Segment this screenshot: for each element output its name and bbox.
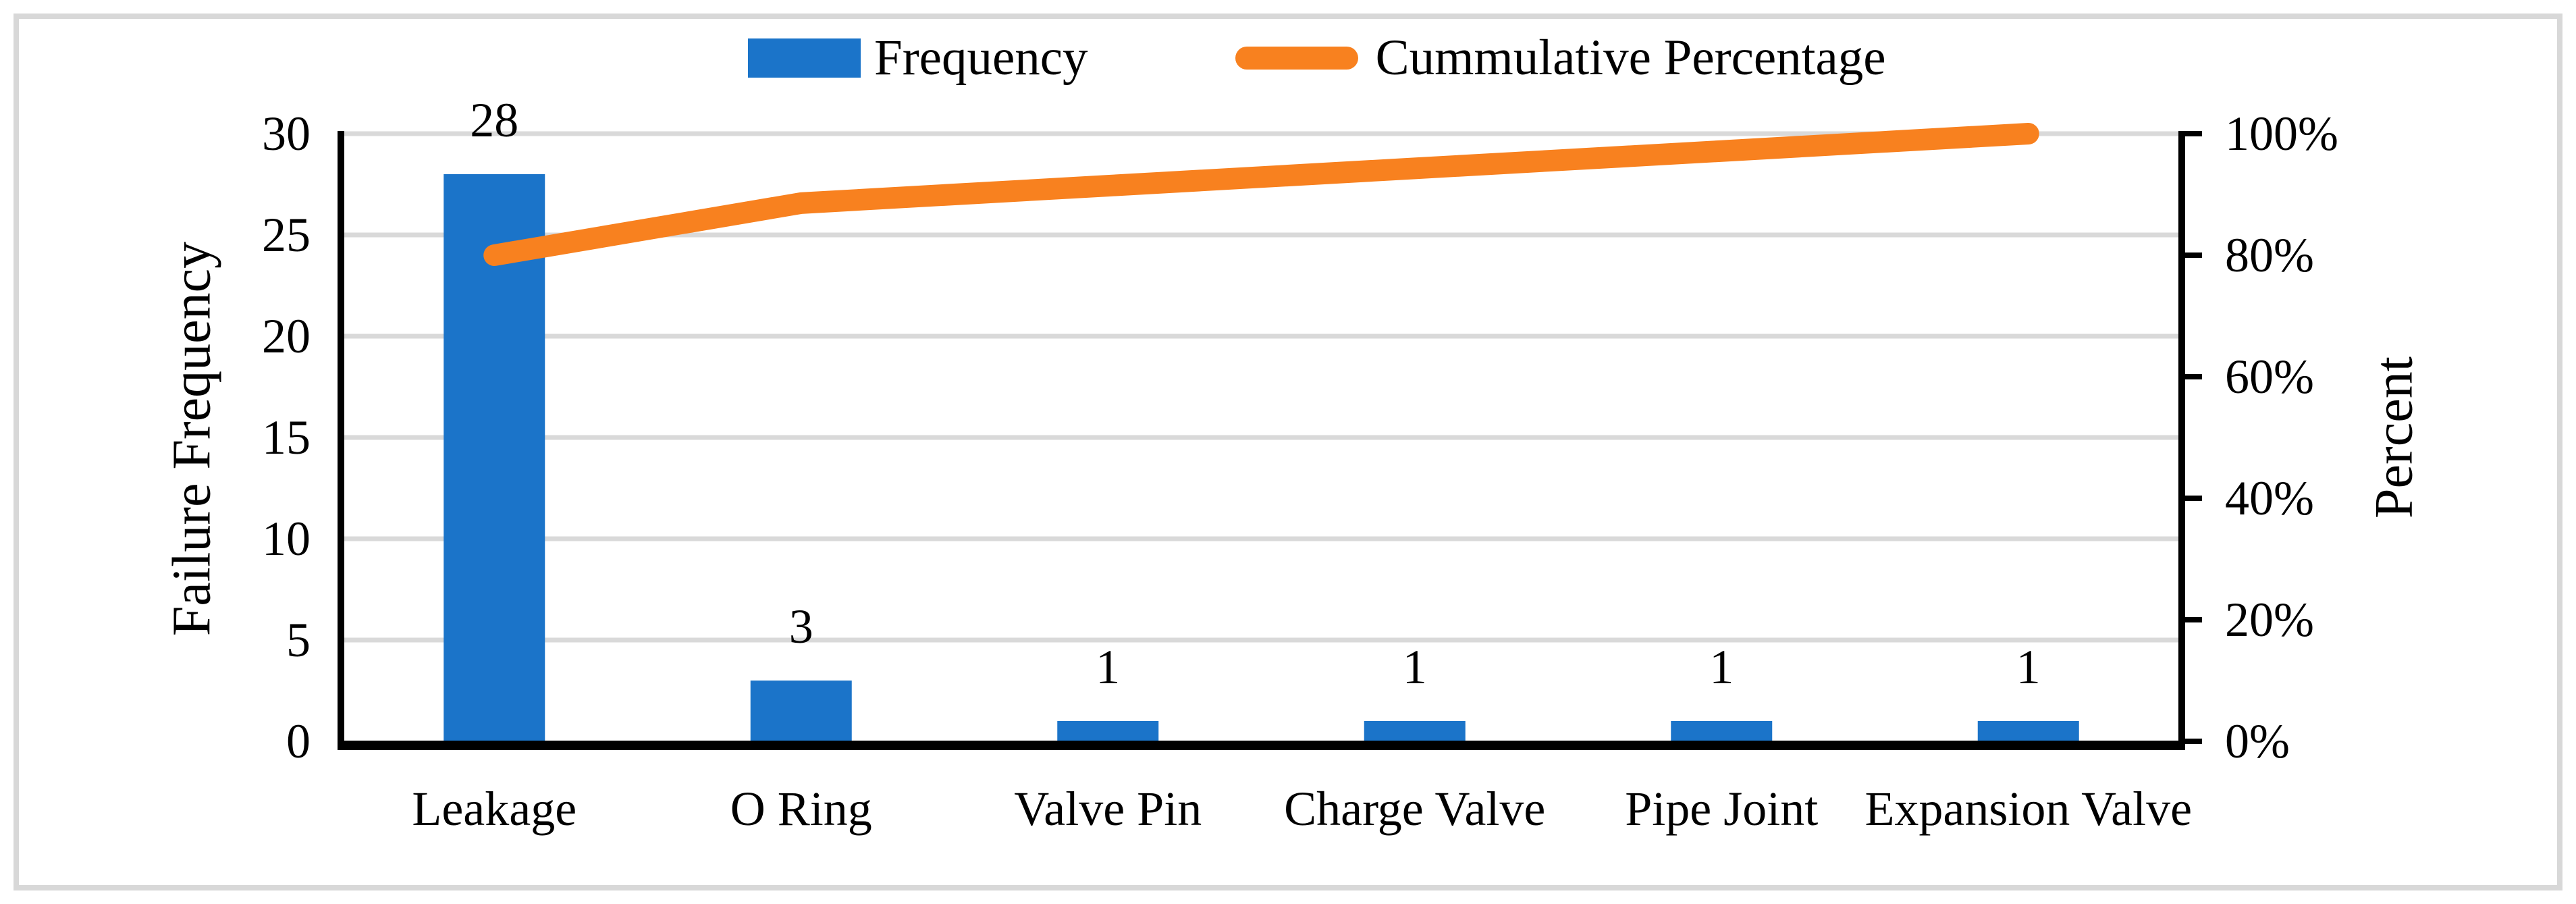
y-axis-tick-label: 10 [262,512,311,566]
legend-frequency-label: Frequency [874,30,1088,86]
y-axis-tick-label: 20 [262,309,311,363]
category-label: Pipe Joint [1625,782,1819,836]
category-label: Expansion Valve [1864,782,2193,836]
secondary-axis-tick-label: 40% [2225,471,2314,525]
cumulative-line [483,123,2039,266]
y-axis-tick-label: 25 [262,208,311,262]
bar-data-label: 1 [1709,640,1734,694]
bar-data-label: 28 [470,93,519,147]
legend-cumulative-swatch [1235,47,1358,70]
category-label: Charge Valve [1284,782,1546,836]
legend: Frequency Cummulative Percentage [748,24,1886,92]
y-axis-tick-label: 30 [262,107,311,161]
frequency-bar [444,174,545,741]
frequency-bar [1977,721,2079,741]
y-axis-tick-label: 5 [286,613,311,667]
secondary-axis-tick-label: 100% [2225,107,2338,161]
legend-cumulative-label: Cummulative Percentage [1375,30,1886,86]
y-axis-tick-label: 0 [286,714,311,768]
bar-data-label: 1 [2016,640,2041,694]
bar-data-label: 1 [1096,640,1121,694]
y-axis-tick-label: 15 [262,410,311,464]
frequency-bar [1671,721,1773,741]
frequency-bar [1057,721,1159,741]
category-label: O Ring [730,782,872,836]
secondary-axis-tick-label: 20% [2225,593,2314,647]
legend-frequency-swatch [748,38,861,78]
secondary-axis-tick-label: 80% [2225,228,2314,282]
secondary-axis-tick-label: 0% [2225,714,2290,768]
frequency-bar [750,681,852,741]
frequency-bar [1364,721,1466,741]
category-label: Valve Pin [1014,782,1202,836]
secondary-axis-tick-label: 60% [2225,350,2314,404]
bar-data-label: 3 [788,600,813,654]
category-label: Leakage [412,782,577,836]
bar-data-label: 1 [1402,640,1427,694]
